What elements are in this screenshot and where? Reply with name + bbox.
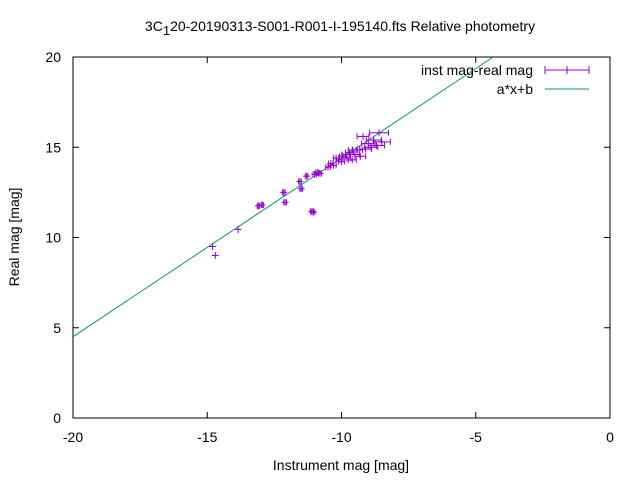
y-tick-label: 0: [53, 410, 61, 426]
data-point: [209, 243, 217, 251]
x-tick-label: -5: [470, 429, 483, 445]
chart-title-rest: 20-20190313-S001-R001-I-195140.fts Relat…: [170, 18, 535, 34]
fit-line: [73, 57, 494, 338]
data-point: [281, 198, 289, 206]
data-point: [316, 169, 324, 177]
chart-title-subscript: 1: [163, 23, 170, 38]
legend-key-inst-mag: [544, 66, 590, 74]
data-point: [297, 185, 305, 193]
legend-label-inst-mag: inst mag-real mag: [421, 62, 533, 78]
data-point: [332, 154, 340, 162]
chart-title: 3C120-20190313-S001-R001-I-195140.fts Re…: [145, 18, 535, 38]
data-point: [211, 252, 219, 260]
data-point: [347, 156, 357, 164]
data-point: [234, 225, 242, 233]
x-tick-label: 0: [606, 429, 614, 445]
data-point: [337, 158, 346, 166]
plot-area-frame: [72, 56, 611, 419]
x-tick-label: -10: [331, 429, 351, 445]
data-point: [363, 143, 379, 151]
chart-title-main: 3C: [145, 18, 163, 34]
y-tick-labels: 0 5 10 15 20: [45, 49, 61, 426]
data-point: [372, 138, 391, 146]
y-tick-label: 10: [45, 230, 61, 246]
data-point: [280, 188, 288, 196]
data-point: [254, 202, 262, 210]
series-layer: [73, 57, 494, 338]
y-tick-label: 20: [45, 49, 61, 65]
legend-label-fit: a*x+b: [497, 81, 533, 97]
x-tick-labels: -20 -15 -10 -5 0: [63, 429, 614, 445]
axis-ticks: [72, 56, 611, 419]
data-point: [341, 150, 350, 158]
y-tick-label: 5: [53, 320, 61, 336]
data-point: [303, 172, 311, 180]
legend: inst mag-real mag a*x+b: [421, 62, 590, 97]
data-point: [347, 146, 357, 154]
data-point: [258, 201, 266, 209]
y-axis-label: Real mag [mag]: [6, 188, 22, 287]
data-point: [329, 161, 337, 169]
x-tick-label: -15: [197, 429, 217, 445]
data-point: [369, 129, 389, 137]
y-tick-label: 15: [45, 139, 61, 155]
data-point: [309, 208, 317, 216]
data-point: [356, 132, 370, 140]
data-point: [354, 152, 367, 160]
x-tick-label: -20: [63, 429, 83, 445]
data-point: [296, 178, 304, 186]
data-point: [367, 141, 385, 149]
x-axis-label: Instrument mag [mag]: [273, 457, 409, 473]
